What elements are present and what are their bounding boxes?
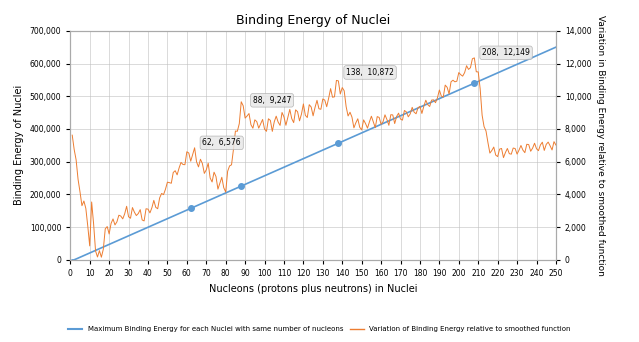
Text: 88,  9,247: 88, 9,247 [253, 96, 291, 105]
X-axis label: Nucleons (protons plus neutrons) in Nuclei: Nucleons (protons plus neutrons) in Nucl… [209, 284, 417, 293]
Legend: Maximum Binding Energy for each Nuclei with same number of nucleons, Variation o: Maximum Binding Energy for each Nuclei w… [65, 324, 574, 335]
Text: 208,  12,149: 208, 12,149 [482, 48, 530, 57]
Text: 62,  6,576: 62, 6,576 [203, 139, 241, 147]
Y-axis label: Binding Energy of Nuclei: Binding Energy of Nuclei [14, 85, 24, 206]
Text: 138,  10,872: 138, 10,872 [346, 68, 394, 77]
Title: Binding Energy of Nuclei: Binding Energy of Nuclei [236, 14, 390, 27]
Y-axis label: Variation in Binding Energy relative to smoothed function: Variation in Binding Energy relative to … [596, 15, 606, 276]
